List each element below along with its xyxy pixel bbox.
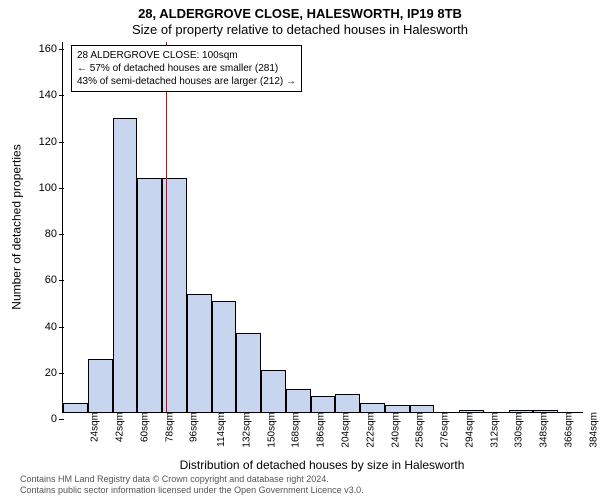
x-tick: 276sqm: [437, 412, 450, 448]
y-axis-label: Number of detached properties: [10, 144, 24, 309]
y-tick: 120: [39, 136, 63, 148]
attribution-text: Contains HM Land Registry data © Crown c…: [20, 474, 364, 496]
histogram-bar: [137, 178, 162, 412]
x-tick: 60sqm: [137, 412, 150, 442]
histogram-bar: [236, 333, 261, 412]
histogram-bar: [286, 389, 311, 412]
x-tick: 24sqm: [88, 412, 101, 442]
annotation-line-1: 28 ALDERGROVE CLOSE: 100sqm: [77, 49, 296, 62]
x-tick: 312sqm: [487, 412, 500, 448]
chart-title-subtitle: Size of property relative to detached ho…: [0, 22, 600, 37]
attribution-line-1: Contains HM Land Registry data © Crown c…: [20, 474, 364, 485]
y-tick: 40: [45, 321, 63, 333]
x-tick: 258sqm: [413, 412, 426, 448]
histogram-bar: [459, 410, 484, 412]
histogram-bar: [187, 294, 212, 412]
histogram-bar: [385, 405, 410, 412]
attribution-line-2: Contains public sector information licen…: [20, 485, 364, 496]
x-tick: 150sqm: [264, 412, 277, 448]
histogram-bar: [113, 118, 138, 412]
histogram-bar: [311, 396, 336, 412]
histogram-bar: [88, 359, 113, 412]
x-axis-label: Distribution of detached houses by size …: [62, 458, 582, 472]
x-tick: 78sqm: [162, 412, 175, 442]
y-tick: 0: [51, 413, 63, 425]
x-tick: 42sqm: [113, 412, 126, 442]
histogram-bar: [63, 403, 88, 412]
x-tick: 168sqm: [289, 412, 302, 448]
reference-line: [166, 42, 167, 412]
annotation-line-2: ← 57% of detached houses are smaller (28…: [77, 62, 296, 75]
x-tick: 294sqm: [462, 412, 475, 448]
x-tick: 132sqm: [239, 412, 252, 448]
chart-plot-area: 02040608010012014016024sqm42sqm60sqm78sq…: [62, 42, 583, 413]
histogram-bar: [360, 403, 385, 412]
x-tick: 366sqm: [561, 412, 574, 448]
reference-annotation-box: 28 ALDERGROVE CLOSE: 100sqm ← 57% of det…: [71, 45, 302, 92]
histogram-bar: [410, 405, 435, 412]
y-tick: 60: [45, 274, 63, 286]
x-tick: 114sqm: [214, 412, 227, 447]
histogram-bar: [212, 301, 237, 412]
histogram-bar: [261, 370, 286, 412]
y-tick: 140: [39, 89, 63, 101]
x-tick: 330sqm: [512, 412, 525, 448]
y-tick: 80: [45, 228, 63, 240]
x-tick: 348sqm: [536, 412, 549, 448]
y-tick: 160: [39, 43, 63, 55]
x-tick: 240sqm: [388, 412, 401, 448]
chart-title-address: 28, ALDERGROVE CLOSE, HALESWORTH, IP19 8…: [0, 6, 600, 21]
histogram-bar: [335, 394, 360, 413]
histogram-bar: [509, 410, 534, 412]
histogram-bar: [533, 410, 558, 412]
x-tick: 222sqm: [363, 412, 376, 448]
y-tick: 100: [39, 182, 63, 194]
y-axis-label-wrap: Number of detached properties: [8, 42, 26, 412]
annotation-line-3: 43% of semi-detached houses are larger (…: [77, 75, 296, 88]
x-tick: 204sqm: [338, 412, 351, 448]
y-tick: 20: [45, 367, 63, 379]
x-tick: 384sqm: [586, 412, 599, 448]
x-tick: 96sqm: [187, 412, 200, 442]
x-tick: 186sqm: [314, 412, 327, 448]
